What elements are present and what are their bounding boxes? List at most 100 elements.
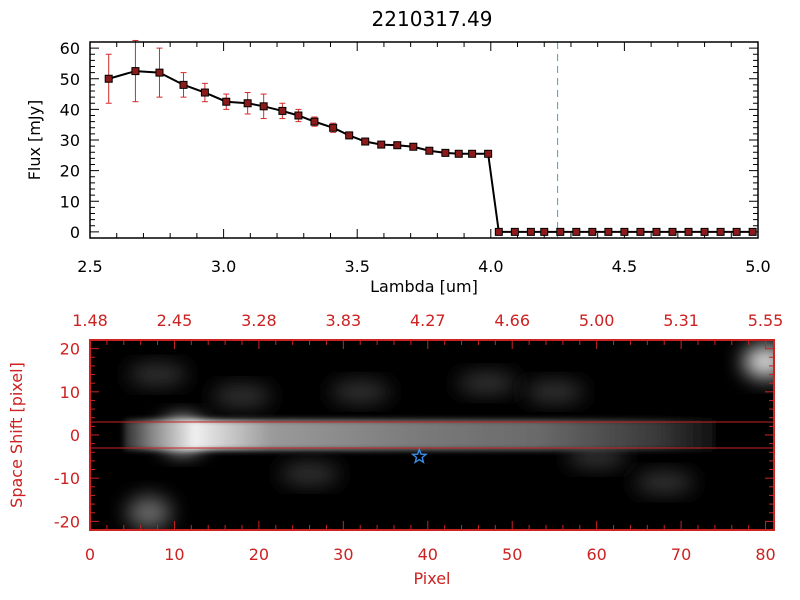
flux-series-markers: [104, 67, 757, 236]
wavelength-tick-label: 3.83: [326, 311, 362, 330]
top-y-tick-labels: 0 10 20 30 40 50 60: [60, 39, 80, 242]
spectral-trace: [123, 419, 715, 451]
top-plot-frame: [89, 41, 759, 239]
y-tick-label: 0: [70, 223, 80, 242]
data-point: [259, 102, 268, 111]
data-point: [294, 111, 303, 120]
bright-source: [127, 496, 172, 529]
data-point: [620, 227, 629, 236]
data-point: [179, 80, 188, 89]
top-axis-ticks: [89, 42, 759, 238]
pixel-tick-label: 80: [755, 545, 775, 564]
y-tick-label: 40: [60, 100, 80, 119]
data-point: [393, 141, 402, 150]
data-point: [748, 227, 757, 236]
image-y-axis-label: Space Shift [pixel]: [7, 362, 26, 508]
wavelength-tick-label: 4.27: [410, 311, 446, 330]
chart-title: 2210317.49: [372, 7, 493, 31]
data-point: [484, 149, 493, 158]
x-tick-label: 4.0: [478, 257, 503, 276]
background-noise: [524, 381, 585, 402]
pixel-tick-label: 40: [418, 545, 438, 564]
data-point: [377, 140, 386, 149]
data-point: [155, 68, 164, 77]
background-noise: [456, 373, 517, 394]
data-point: [636, 227, 645, 236]
star-marker-icon: [410, 447, 428, 464]
data-point: [700, 227, 709, 236]
space-shift-tick-label: -20: [54, 512, 80, 531]
background-noise: [127, 364, 188, 385]
data-point: [441, 148, 450, 157]
data-point: [329, 123, 338, 132]
data-point: [104, 74, 113, 83]
top-plot: 2.5 3.0 3.5 4.0 4.5 5.0 0 10 20 30 40 50 60 Lambda …: [25, 39, 771, 296]
error-bars: [105, 39, 758, 234]
image-content: [123, 345, 774, 529]
bright-source: [743, 345, 774, 378]
data-point: [604, 227, 613, 236]
y-tick-label: 30: [60, 131, 80, 150]
wavelength-tick-label: 5.31: [663, 311, 699, 330]
y-tick-label: 60: [60, 39, 80, 58]
data-point: [345, 131, 354, 140]
data-point: [572, 227, 581, 236]
pixel-tick-label: 10: [164, 545, 184, 564]
image-axis-ticks: [89, 340, 774, 530]
top-x-axis-label: Lambda [um]: [370, 277, 478, 296]
space-shift-tick-label: 10: [60, 383, 80, 402]
pixel-tick-label: 70: [671, 545, 691, 564]
data-point: [668, 227, 677, 236]
data-point: [684, 227, 693, 236]
data-point: [732, 227, 741, 236]
wavelength-tick-label: 4.66: [494, 311, 530, 330]
data-point: [556, 227, 565, 236]
pixel-tick-label: 20: [249, 545, 269, 564]
data-point: [716, 227, 725, 236]
data-point: [425, 146, 434, 155]
x-tick-label: 5.0: [745, 257, 770, 276]
data-point: [588, 227, 597, 236]
space-shift-tick-label: 20: [60, 340, 80, 359]
data-point: [526, 227, 535, 236]
background-noise: [279, 463, 340, 484]
wavelength-tick-label: 1.48: [72, 311, 108, 330]
data-point: [243, 99, 252, 108]
y-tick-label: 50: [60, 70, 80, 89]
x-tick-label: 2.5: [77, 257, 102, 276]
background-noise: [566, 446, 627, 467]
space-shift-tick-label: -10: [54, 469, 80, 488]
data-point: [454, 149, 463, 158]
pixel-tick-labels: 0 10 20 30 40 50 60 70 80: [85, 545, 776, 564]
data-point: [222, 97, 231, 106]
x-tick-label: 3.0: [211, 257, 236, 276]
data-point: [652, 227, 661, 236]
pixel-tick-label: 30: [333, 545, 353, 564]
space-shift-tick-label: 0: [70, 426, 80, 445]
data-point: [200, 88, 209, 97]
wavelength-tick-label: 5.00: [579, 311, 615, 330]
x-tick-label: 3.5: [344, 257, 369, 276]
wavelength-tick-label: 3.28: [241, 311, 277, 330]
pixel-tick-label: 0: [85, 545, 95, 564]
x-tick-label: 4.5: [612, 257, 637, 276]
data-point: [278, 106, 287, 115]
pixel-tick-label: 50: [502, 545, 522, 564]
data-point: [409, 142, 418, 151]
data-point: [310, 117, 319, 126]
data-point: [510, 227, 519, 236]
space-shift-tick-labels: -20 -10 0 10 20: [54, 340, 80, 532]
background-noise: [330, 381, 391, 402]
y-tick-label: 10: [60, 192, 80, 211]
aperture-lines: [90, 421, 774, 449]
data-point: [494, 227, 503, 236]
data-point: [540, 227, 549, 236]
top-y-axis-label: Flux [mJy]: [25, 100, 44, 181]
background-noise: [212, 386, 272, 407]
data-point: [361, 137, 370, 146]
spectral-image-plot: 1.48 2.45 3.28 3.83 4.27 4.66 5.00 5.31 5.55 0 10…: [7, 311, 783, 588]
wavelength-tick-labels: 1.48 2.45 3.28 3.83 4.27 4.66 5.00 5.31 5.55: [72, 311, 783, 330]
image-x-axis-label: Pixel: [413, 569, 450, 588]
y-tick-label: 20: [60, 162, 80, 181]
